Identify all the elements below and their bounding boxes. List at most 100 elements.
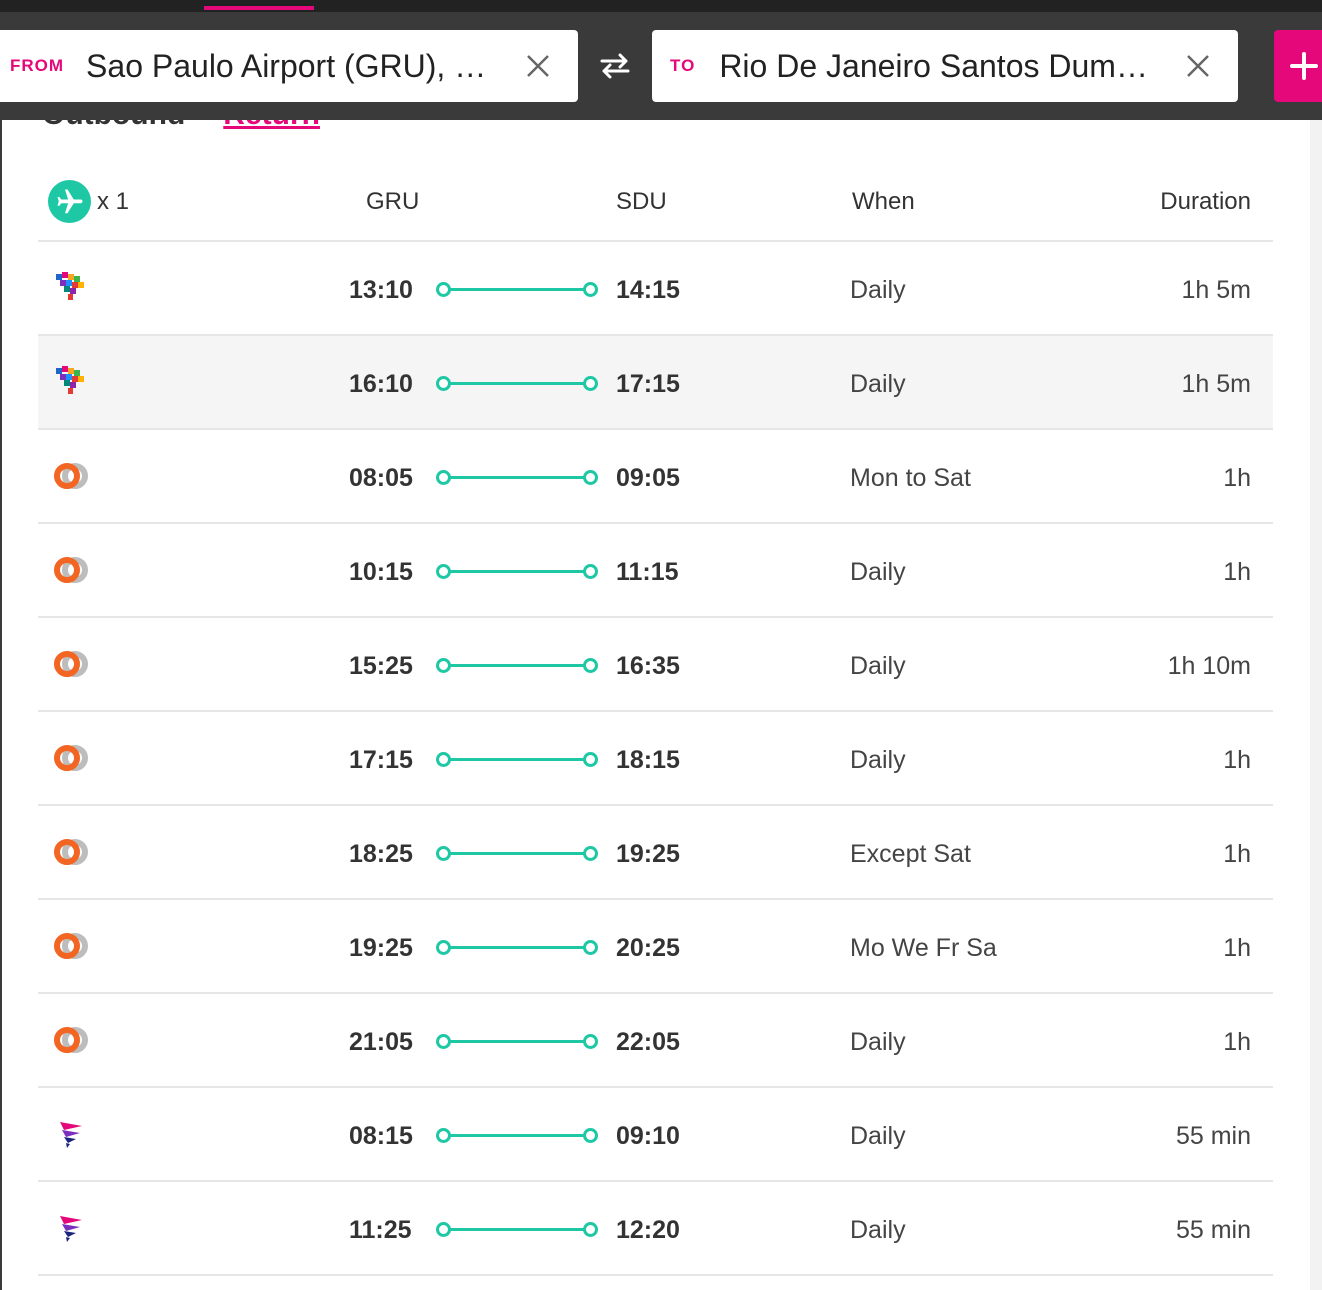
flight-row[interactable]: 08:05 09:05 Mon to Sat 1h xyxy=(38,430,1273,524)
departure-time: 11:25 xyxy=(349,1216,412,1244)
clear-from-button[interactable] xyxy=(498,30,578,102)
flight-row[interactable]: 11:25 12:20 Daily 55 min xyxy=(38,1182,1273,1276)
flight-route-line xyxy=(436,563,598,579)
swap-arrows-icon xyxy=(600,53,630,79)
flight-row[interactable]: 10:15 11:15 Daily 1h xyxy=(38,524,1273,618)
tab-return[interactable]: Return xyxy=(223,120,320,131)
latam-logo-icon xyxy=(52,1208,92,1248)
close-icon xyxy=(527,55,549,77)
avianca-logo-icon xyxy=(52,832,92,872)
flight-duration: 1h 5m xyxy=(1181,276,1251,304)
operating-days: Daily xyxy=(850,1122,906,1150)
col-origin: GRU xyxy=(366,188,420,215)
latam-logo-icon xyxy=(52,1114,92,1154)
flight-route-line xyxy=(436,1033,598,1049)
flight-duration: 1h xyxy=(1223,746,1251,774)
flight-duration: 1h xyxy=(1223,840,1251,868)
arrival-time: 11:15 xyxy=(616,558,679,586)
search-header: FROM Sao Paulo Airport (GRU), Brazil TO … xyxy=(0,12,1322,120)
col-destination: SDU xyxy=(616,188,667,215)
plane-icon xyxy=(48,180,91,223)
flight-duration: 1h 5m xyxy=(1181,370,1251,398)
tab-separator: · xyxy=(199,120,209,131)
flight-row[interactable]: 15:25 16:35 Daily 1h 10m xyxy=(38,618,1273,712)
flight-duration: 55 min xyxy=(1175,1216,1251,1244)
departure-time: 13:10 xyxy=(349,276,413,304)
flight-row[interactable]: 16:10 17:15 Daily 1h 5m xyxy=(38,336,1273,430)
departure-time: 10:15 xyxy=(349,558,413,586)
azul-logo-icon xyxy=(52,268,92,308)
flight-route-line xyxy=(436,1127,598,1143)
col-duration: Duration xyxy=(1160,188,1251,215)
flight-row[interactable]: 18:25 19:25 Except Sat 1h xyxy=(38,806,1273,900)
departure-time: 21:05 xyxy=(349,1028,413,1056)
direction-tabs: Outbound · Return xyxy=(42,120,320,132)
flight-route-line xyxy=(436,281,598,297)
to-input[interactable]: Rio De Janeiro Santos Dumont xyxy=(719,47,1158,84)
flight-duration: 1h xyxy=(1223,558,1251,586)
operating-days: Daily xyxy=(850,1216,906,1244)
flight-row[interactable]: 17:15 18:15 Daily 1h xyxy=(38,712,1273,806)
operating-days: Mo We Fr Sa xyxy=(850,934,997,962)
operating-days: Daily xyxy=(850,276,906,304)
arrival-time: 20:25 xyxy=(616,934,680,962)
swap-button[interactable] xyxy=(588,46,642,86)
operating-days: Daily xyxy=(850,370,906,398)
avianca-logo-icon xyxy=(52,926,92,966)
operating-days: Daily xyxy=(850,1028,906,1056)
table-header: x 1 GRU SDU When Duration xyxy=(38,160,1273,242)
departure-time: 08:05 xyxy=(349,464,413,492)
avianca-logo-icon xyxy=(52,644,92,684)
operating-days: Daily xyxy=(850,558,906,586)
from-field[interactable]: FROM Sao Paulo Airport (GRU), Brazil xyxy=(0,30,578,102)
from-label: FROM xyxy=(10,56,65,75)
departure-time: 16:10 xyxy=(349,370,413,398)
arrival-time: 17:15 xyxy=(616,370,680,398)
operating-days: Daily xyxy=(850,746,906,774)
arrival-time: 14:15 xyxy=(616,276,680,304)
flight-route-line xyxy=(436,375,598,391)
avianca-logo-icon xyxy=(52,550,92,590)
passenger-count: x 1 xyxy=(48,180,129,223)
arrival-time: 09:05 xyxy=(616,464,680,492)
flight-route-line xyxy=(436,657,598,673)
flight-row[interactable]: 21:05 22:05 Daily 1h xyxy=(38,994,1273,1088)
from-input[interactable]: Sao Paulo Airport (GRU), Brazil xyxy=(86,47,498,84)
flight-duration: 1h xyxy=(1223,464,1251,492)
schedule-panel: Outbound · Return x 1 GRU SDU When Duratio… xyxy=(2,120,1310,1290)
scrollbar-track[interactable] xyxy=(1310,120,1322,1290)
pax-count-label: x 1 xyxy=(97,187,130,215)
flight-duration: 55 min xyxy=(1175,1122,1251,1150)
flight-route-line xyxy=(436,751,598,767)
departure-time: 08:15 xyxy=(349,1122,413,1150)
col-when: When xyxy=(852,188,915,215)
avianca-logo-icon xyxy=(52,456,92,496)
flight-duration: 1h xyxy=(1223,1028,1251,1056)
avianca-logo-icon xyxy=(52,1020,92,1060)
to-field[interactable]: TO Rio De Janeiro Santos Dumont xyxy=(652,30,1238,102)
flight-row[interactable]: 13:10 14:15 Daily 1h 5m xyxy=(38,242,1273,336)
flight-route-line xyxy=(436,1221,598,1237)
departure-time: 15:25 xyxy=(349,652,413,680)
flight-route-line xyxy=(436,469,598,485)
tab-outbound[interactable]: Outbound xyxy=(42,120,185,131)
close-icon xyxy=(1187,55,1209,77)
arrival-time: 18:15 xyxy=(616,746,680,774)
departure-time: 19:25 xyxy=(349,934,413,962)
arrival-time: 09:10 xyxy=(616,1122,680,1150)
flight-row[interactable]: 19:25 20:25 Mo We Fr Sa 1h xyxy=(38,900,1273,994)
arrival-time: 19:25 xyxy=(616,840,680,868)
add-route-button[interactable] xyxy=(1274,30,1322,102)
flight-row[interactable]: 08:15 09:10 Daily 55 min xyxy=(38,1088,1273,1182)
active-tab-indicator xyxy=(204,6,314,10)
plus-icon xyxy=(1290,52,1318,80)
flight-duration: 1h xyxy=(1223,934,1251,962)
arrival-time: 22:05 xyxy=(616,1028,680,1056)
top-tab-bar xyxy=(0,0,1322,12)
operating-days: Mon to Sat xyxy=(850,464,971,492)
operating-days: Except Sat xyxy=(850,840,971,868)
clear-to-button[interactable] xyxy=(1158,30,1238,102)
flight-route-line xyxy=(436,845,598,861)
departure-time: 18:25 xyxy=(349,840,413,868)
departure-time: 17:15 xyxy=(349,746,413,774)
